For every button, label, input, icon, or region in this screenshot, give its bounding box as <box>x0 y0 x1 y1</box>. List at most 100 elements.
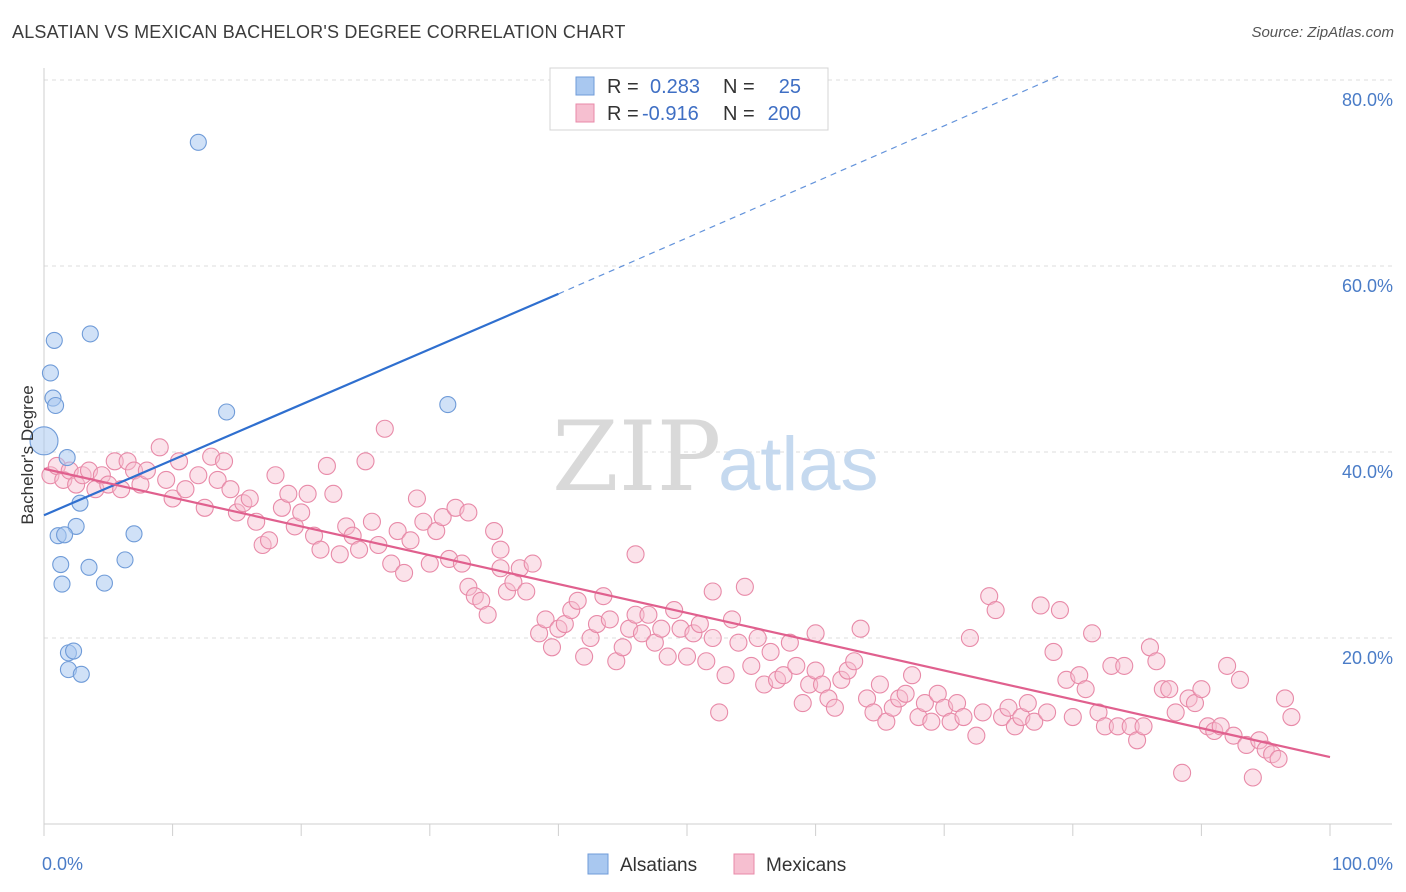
mexicans-point <box>549 619 568 638</box>
mexicans-point <box>1263 745 1282 764</box>
mexicans-point <box>414 512 433 531</box>
mexicans-point <box>838 661 857 680</box>
mexicans-point <box>485 521 504 541</box>
alsatians-point <box>439 396 457 414</box>
mexicans-point <box>742 656 761 675</box>
legend-r-label-mexicans: R = <box>607 103 639 125</box>
alsatians-trend-line <box>43 292 559 517</box>
x-tick-label: 0.0% <box>42 854 83 874</box>
mexicans-point <box>362 512 381 531</box>
alsatians-point <box>47 396 65 415</box>
mexicans-point <box>208 470 227 489</box>
mexicans-point <box>491 540 510 559</box>
mexicans-point <box>902 666 922 685</box>
mexicans-point <box>536 610 555 629</box>
mexicans-point <box>986 601 1005 620</box>
mexicans-point <box>896 684 915 703</box>
mexicans-point <box>298 484 317 503</box>
mexicans-point <box>1153 680 1172 699</box>
mexicans-point <box>118 452 137 471</box>
mexicans-points <box>41 419 1301 787</box>
mexicans-point <box>382 554 401 573</box>
y-axis-label: Bachelor's Degree <box>18 385 37 524</box>
mexicans-point <box>915 694 934 713</box>
alsatians-point <box>52 555 70 574</box>
alsatians-trend-extension <box>558 74 1061 295</box>
alsatians-point <box>45 331 63 349</box>
mexicans-point <box>279 484 298 503</box>
legend-r-value-mexicans: -0.916 <box>642 103 699 125</box>
mexicans-point <box>324 484 343 503</box>
mexicans-point <box>639 605 658 624</box>
mexicans-point <box>883 698 902 717</box>
mexicans-point <box>459 503 478 522</box>
mexicans-point <box>1243 768 1262 787</box>
legend-n-value-mexicans: 200 <box>768 103 801 125</box>
mexicans-point <box>433 508 452 527</box>
alsatians-point <box>95 574 113 592</box>
mexicans-point <box>189 466 208 485</box>
mexicans-point <box>710 703 729 722</box>
legend-label-alsatians: Alsatians <box>620 855 697 876</box>
mexicans-point <box>1005 717 1024 736</box>
mexicans-point <box>1166 703 1185 722</box>
mexicans-point <box>317 456 336 476</box>
alsatians-point <box>53 575 71 593</box>
mexicans-point <box>1115 656 1134 675</box>
mexicans-point <box>459 577 478 596</box>
mexicans-point <box>1063 707 1082 727</box>
mexicans-point <box>973 703 992 722</box>
mexicans-point <box>465 587 484 606</box>
mexicans-point <box>1050 601 1069 620</box>
alsatians-point <box>80 558 98 576</box>
mexicans-point <box>677 647 697 666</box>
mexicans-point <box>401 531 420 550</box>
mexicans-point <box>478 605 497 624</box>
mexicans-point <box>1134 717 1153 736</box>
mexicans-point <box>922 712 941 731</box>
stats-legend-box <box>549 67 829 131</box>
mexicans-point <box>652 619 671 638</box>
x-tick-labels: 0.0% 100.0% <box>42 854 1393 874</box>
mexicans-point <box>761 642 780 662</box>
mexicans-swatch <box>575 103 595 123</box>
mexicans-point <box>240 489 259 508</box>
mexicans-point <box>234 494 253 513</box>
series-legend: Alsatians Mexicans <box>587 853 846 876</box>
mexicans-point <box>407 489 426 508</box>
mexicans-point <box>375 419 394 438</box>
mexicans-point <box>562 601 581 620</box>
mexicans-point <box>1076 680 1095 699</box>
mexicans-point <box>613 638 632 657</box>
mexicans-point <box>292 503 311 522</box>
mexicans-point <box>1230 670 1250 689</box>
alsatians-point <box>72 665 90 683</box>
mexicans-point <box>568 591 587 610</box>
mexicans-point <box>523 554 542 573</box>
mexicans-point <box>748 628 767 648</box>
mexicans-point <box>221 480 240 499</box>
mexicans-point <box>157 470 176 489</box>
mexicans-point <box>767 670 787 689</box>
trend-lines <box>43 74 1331 759</box>
mexicans-point <box>497 582 517 601</box>
mexicans-point <box>1044 642 1063 662</box>
mexicans-point <box>819 689 838 708</box>
mexicans-point <box>1018 694 1037 713</box>
mexicans-point <box>626 545 645 564</box>
mexicans-point <box>780 633 799 652</box>
mexicans-point <box>1038 703 1057 722</box>
legend-r-label-alsatians: R = <box>607 76 639 98</box>
alsatians-swatch <box>575 76 595 96</box>
mexicans-point <box>999 698 1018 717</box>
source-credit: Source: ZipAtlas.com <box>1251 24 1394 41</box>
x-tick-label: 100.0% <box>1332 854 1393 874</box>
mexicans-point <box>851 619 870 638</box>
alsatians-point <box>189 133 207 151</box>
mexicans-point <box>150 438 169 457</box>
grid-lines <box>44 79 1392 639</box>
mexicans-point <box>1269 749 1288 768</box>
mexicans-point <box>703 582 722 601</box>
mexicans-point <box>112 480 131 499</box>
